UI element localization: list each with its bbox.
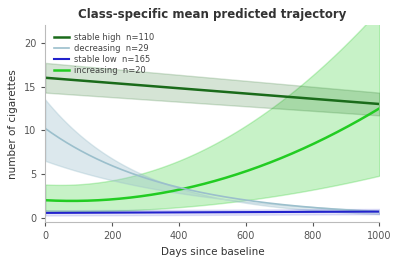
Legend: stable high  n=110, decreasing  n=29, stable low  n=165, increasing  n=20: stable high n=110, decreasing n=29, stab…: [53, 32, 156, 77]
Y-axis label: number of cigarettes: number of cigarettes: [8, 69, 18, 179]
X-axis label: Days since baseline: Days since baseline: [160, 247, 264, 257]
Title: Class-specific mean predicted trajectory: Class-specific mean predicted trajectory: [78, 8, 346, 21]
